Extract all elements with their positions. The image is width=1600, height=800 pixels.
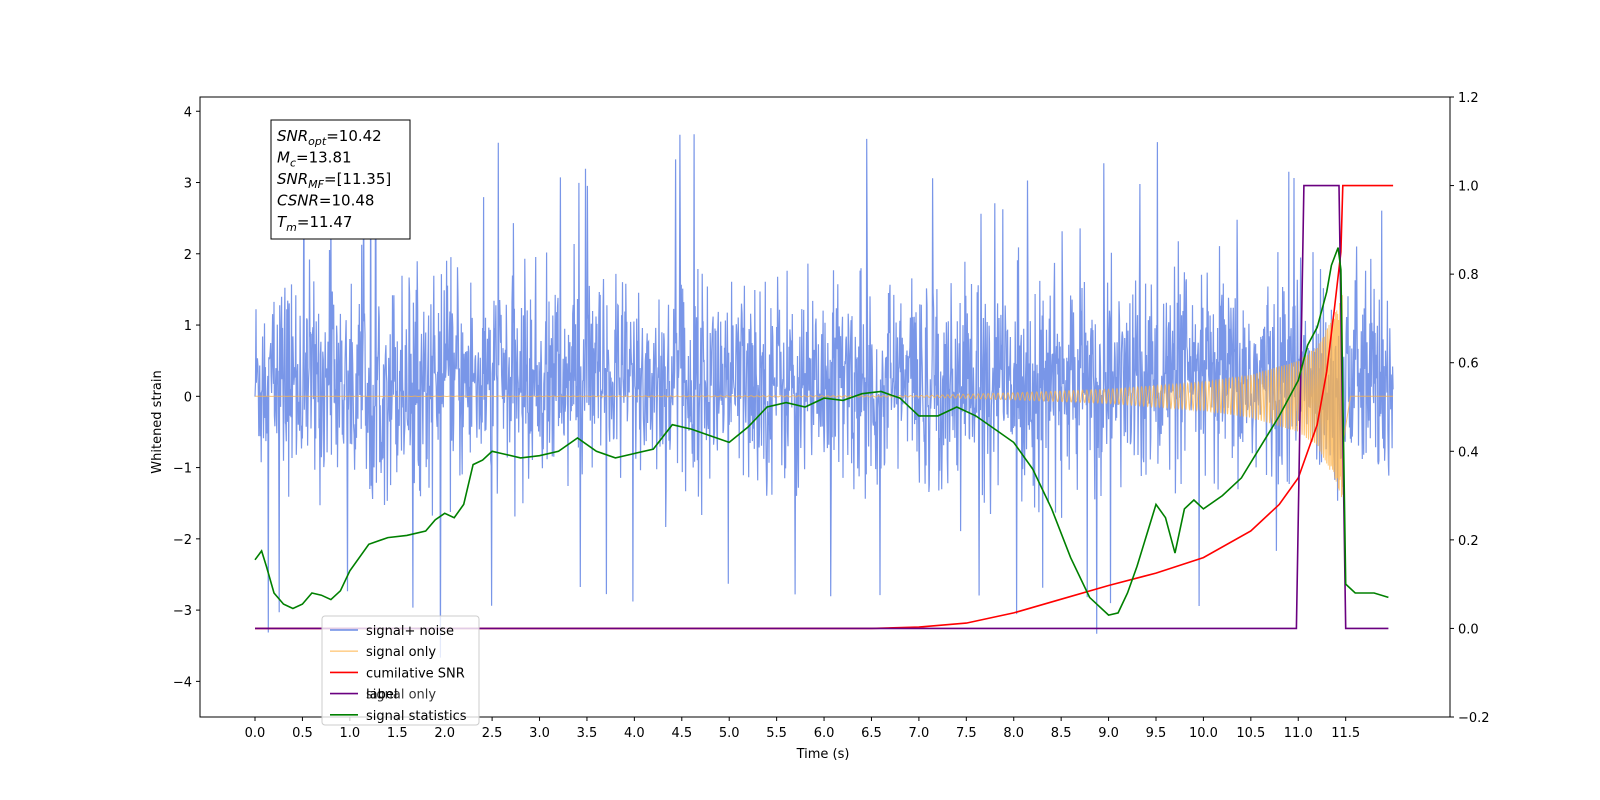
y-right-tick-label: 0.6	[1458, 357, 1479, 372]
x-tick-label: 3.0	[529, 726, 550, 741]
legend-hidden-label: signal only	[366, 688, 436, 703]
legend: signal+ noise signal only cumilative SNR la…	[321, 615, 480, 726]
y-right-tick-label: 0.4	[1458, 445, 1479, 460]
info-line: SNRMF=[11.35]	[277, 170, 391, 191]
x-tick-label: 9.0	[1098, 726, 1119, 741]
y-left-tick-label: 1	[184, 319, 192, 334]
y-left-tick-label: −4	[173, 675, 192, 690]
y-right-tick-label: −0.2	[1458, 711, 1490, 726]
x-tick-label: 0.5	[292, 726, 313, 741]
y-axis-label: Whitened strain	[150, 370, 165, 473]
y-right-tick-label: 0.2	[1458, 534, 1479, 549]
x-tick-label: 9.5	[1146, 726, 1167, 741]
legend-label: signal+ noise	[366, 624, 454, 639]
y-left-tick-label: −1	[173, 462, 192, 477]
x-tick-label: 1.5	[387, 726, 408, 741]
x-tick-label: 7.0	[909, 726, 930, 741]
x-tick-label: 10.5	[1236, 726, 1265, 741]
y-right-tick-label: 1.2	[1458, 91, 1479, 106]
y-left-tick-label: −2	[173, 533, 192, 548]
x-tick-label: 2.0	[434, 726, 455, 741]
x-axis: 0.0 0.5 1.0 1.5 2.0 2.5 3.0 3.5 4.0 4.5 5.0 5.5 6.0 6…	[245, 717, 1360, 741]
series-cumulative-snr-line	[255, 184, 1394, 630]
x-tick-label: 8.0	[1003, 726, 1024, 741]
legend-label: label	[366, 688, 397, 703]
y-axis-right: −0.2 0.0 0.2 0.4 0.6 0.8 1.0 1.2	[1450, 91, 1490, 726]
info-line: Mc=13.81	[277, 149, 352, 170]
y-right-tick-label: 0.0	[1458, 622, 1479, 637]
y-left-tick-label: 2	[184, 248, 192, 263]
plot-frame	[199, 96, 1451, 718]
x-tick-label: 5.5	[766, 726, 787, 741]
x-tick-label: 1.0	[340, 726, 361, 741]
x-tick-label: 11.5	[1331, 726, 1360, 741]
y-left-tick-label: −3	[173, 604, 192, 619]
x-tick-label: 6.0	[814, 726, 835, 741]
x-tick-label: 7.5	[956, 726, 977, 741]
series-signal-only-line	[255, 295, 1394, 498]
x-tick-label: 8.5	[1051, 726, 1072, 741]
y-left-tick-label: 4	[184, 105, 192, 120]
x-tick-label: 11.0	[1284, 726, 1313, 741]
y-left-tick-label: 0	[184, 390, 192, 405]
info-box-frame	[270, 119, 411, 240]
legend-label: signal statistics	[366, 709, 467, 724]
x-tick-label: 6.5	[861, 726, 882, 741]
series-label-line	[255, 184, 1389, 630]
x-tick-label: 5.0	[719, 726, 740, 741]
series-signal-noise-line	[254, 134, 1394, 658]
info-line: SNRopt=10.42	[277, 127, 382, 148]
series-signal-statistics-line	[254, 247, 1389, 616]
x-tick-label: 10.0	[1189, 726, 1218, 741]
y-right-tick-label: 1.0	[1458, 180, 1479, 195]
x-axis-label: Time (s)	[796, 747, 850, 762]
series-layer	[254, 134, 1394, 658]
x-tick-label: 2.5	[482, 726, 503, 741]
y-axis-left: −4 −3 −2 −1 0 1 2 3 4	[173, 105, 200, 690]
x-tick-label: 0.0	[245, 726, 266, 741]
x-tick-label: 4.5	[671, 726, 692, 741]
y-right-tick-label: 0.8	[1458, 268, 1479, 283]
y-left-tick-label: 3	[184, 177, 192, 192]
x-tick-label: 3.5	[577, 726, 598, 741]
info-line: CSNR=10.48	[277, 192, 374, 210]
legend-label: signal only	[366, 645, 436, 660]
legend-label: cumilative SNR	[366, 666, 465, 681]
x-tick-label: 4.0	[624, 726, 645, 741]
legend-frame	[321, 615, 480, 726]
info-box: SNRopt=10.42Mc=13.81SNRMF=[11.35]CSNR=10…	[270, 119, 411, 240]
info-line: Tm=11.47	[277, 213, 352, 234]
